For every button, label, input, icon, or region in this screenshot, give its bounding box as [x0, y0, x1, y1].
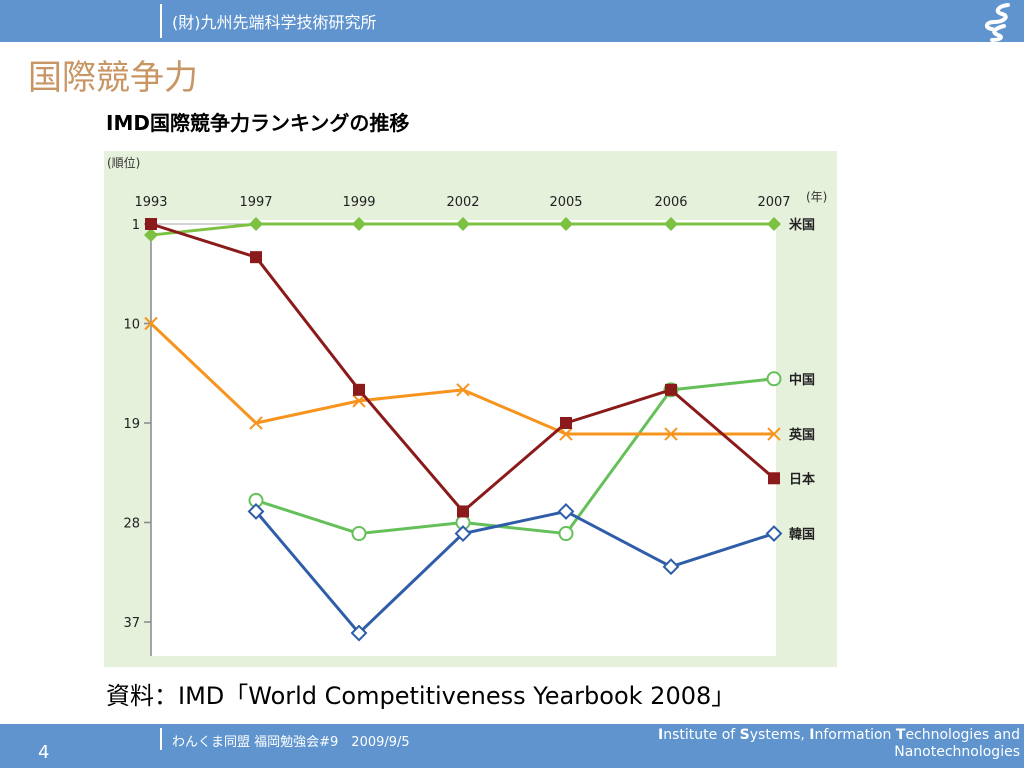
ranking-chart-svg: (順位) (年) 1993 1997 1999 2002 2005 2006 2007 1 1… [104, 151, 837, 667]
data-point [351, 526, 367, 542]
y-tick-label: 19 [123, 417, 140, 432]
y-unit-label: (順位) [107, 155, 140, 170]
footer-bar: 4 わんくま同盟 福岡勉強会#9 2009/9/5 Institute of S… [0, 724, 1024, 768]
institute-name: Institute of Systems, Information Techno… [658, 727, 1020, 761]
data-point [145, 218, 157, 230]
y-tick-label: 28 [123, 517, 140, 532]
data-point [454, 525, 472, 542]
header-bar: (財)九州先端科学技術研究所 [0, 0, 1024, 42]
x-unit-label: (年) [806, 190, 827, 204]
data-point [352, 394, 366, 408]
x-tick-label: 2006 [654, 195, 687, 210]
data-point [767, 217, 781, 231]
data-point [665, 383, 677, 396]
data-point [250, 251, 262, 264]
series-label: 米国 [789, 217, 815, 233]
institute-line-2: Nanotechnologies [894, 744, 1020, 760]
series-label: 日本 [789, 471, 815, 487]
data-point [456, 383, 470, 397]
x-tick-label: 1993 [134, 195, 167, 210]
y-tick-label: 10 [123, 318, 140, 333]
series-line [254, 509, 775, 635]
event-info: わんくま同盟 福岡勉強会#9 2009/9/5 [172, 735, 410, 750]
logo-icon [985, 3, 1010, 42]
series-line [255, 377, 775, 536]
slide-title: 国際競争力 [28, 58, 198, 98]
institute-line-1: Institute of Systems, Information Techno… [658, 727, 1020, 743]
series-label: 英国 [788, 427, 815, 443]
data-point [559, 217, 573, 231]
data-point [558, 526, 574, 542]
data-point [353, 383, 365, 396]
x-tick-label: 2007 [757, 195, 790, 210]
x-tick-label: 1997 [239, 195, 272, 210]
data-point [662, 558, 680, 576]
x-tick-label: 1999 [342, 195, 375, 210]
header-divider [160, 4, 162, 38]
data-point [766, 371, 782, 387]
data-point [457, 505, 469, 518]
data-point [144, 228, 158, 243]
data-point [765, 525, 783, 542]
data-point [557, 503, 575, 520]
data-point [249, 416, 263, 430]
plot-area [151, 220, 776, 656]
data-point [664, 217, 678, 231]
page-number: 4 [38, 742, 50, 763]
series-label: 韓国 [789, 527, 815, 543]
data-point [767, 427, 781, 441]
data-point [664, 427, 678, 441]
x-tick-label: 2002 [446, 195, 479, 210]
y-tick-label: 37 [123, 616, 140, 631]
data-point [456, 217, 470, 231]
data-point [352, 217, 366, 231]
footer-divider [160, 728, 162, 750]
series-label: 中国 [789, 372, 815, 388]
source-note: 資料：IMD「World Competitiveness Yearbook 20… [106, 682, 736, 710]
data-point [247, 503, 265, 520]
data-point [144, 316, 158, 331]
data-point [768, 472, 780, 485]
org-name: (財)九州先端科学技術研究所 [172, 13, 377, 32]
data-point [249, 217, 263, 231]
x-tick-label: 2005 [549, 195, 582, 210]
data-point [350, 624, 368, 642]
y-tick-label: 1 [132, 218, 140, 233]
data-point [559, 427, 573, 441]
data-point [560, 417, 572, 429]
chart-subtitle: IMD国際競争力ランキングの推移 [106, 111, 410, 135]
ranking-chart: (順位) (年) 1993 1997 1999 2002 2005 2006 2007 1 1… [104, 151, 837, 667]
